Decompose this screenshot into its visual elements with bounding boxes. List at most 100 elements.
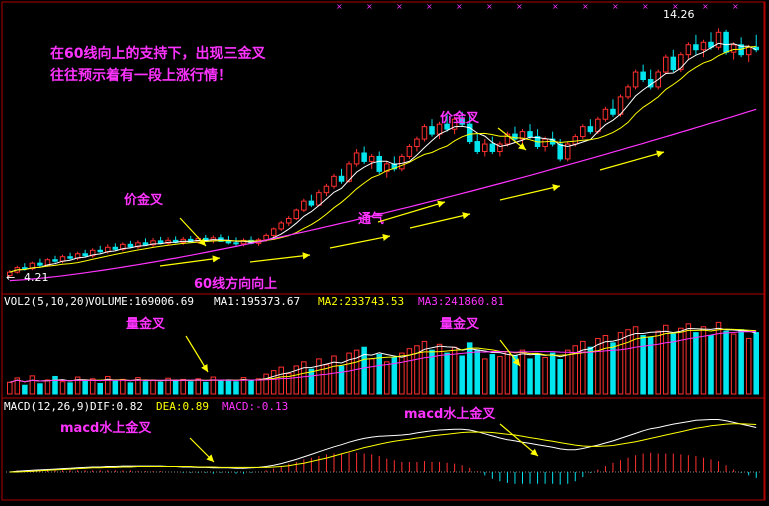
volume-bar: [218, 380, 224, 395]
candle: [444, 114, 450, 132]
volume-bar: [180, 378, 186, 395]
volume-bar: [406, 348, 413, 395]
candle: [142, 238, 149, 246]
candle-body: [127, 243, 134, 248]
candle: [527, 124, 533, 140]
candle-body: [368, 155, 375, 162]
ma60-direction-label: 60线方向向上: [194, 276, 277, 292]
volume-bar: [240, 377, 247, 395]
candle-body: [451, 118, 458, 130]
candle-body: [444, 123, 450, 130]
volume-bar: [572, 345, 579, 395]
volume-bar: [165, 377, 171, 395]
volume-bar: [89, 378, 96, 395]
candle-body: [497, 143, 503, 152]
annotation-arrow: [377, 200, 446, 223]
volume-bar: [527, 358, 533, 395]
top-note-line2: 往往预示着有一段上涨行情！: [50, 67, 232, 84]
macd-pane: [6, 419, 760, 485]
candle: [414, 136, 420, 152]
volume-bar: [195, 378, 202, 395]
candle-body: [331, 175, 337, 187]
candle-body: [7, 271, 13, 277]
volume-bar: [353, 349, 360, 395]
volume-bar: [255, 378, 262, 395]
candle: [678, 52, 684, 73]
volume-bar: [368, 358, 375, 395]
vol-ma1-reading: MA1:195373.67: [214, 295, 300, 308]
volume-bar: [497, 356, 503, 395]
volume-bar: [670, 333, 677, 395]
volume-bar: [693, 332, 699, 395]
candle-body: [723, 31, 729, 53]
volume-bar: [678, 327, 684, 395]
top-note-line1: 在60线向上的支持下，出现三金叉: [50, 45, 266, 62]
volume-bar: [225, 379, 232, 395]
candle-body: [602, 108, 609, 120]
volume-bar: [519, 349, 526, 395]
event-marker: ×: [426, 2, 433, 11]
candle: [580, 124, 586, 140]
candle: [97, 245, 104, 254]
candle: [278, 220, 284, 231]
candle-body: [715, 31, 722, 48]
candle-body: [459, 118, 465, 125]
volume-bar: [316, 358, 322, 395]
volume-bar: [248, 380, 254, 395]
candle-body: [670, 56, 677, 71]
candle: [323, 183, 330, 197]
candle: [670, 49, 677, 73]
candle-body: [504, 133, 511, 145]
volume-ma3-line: [9, 331, 757, 383]
event-marker: ×: [336, 2, 343, 11]
event-marker: ×: [456, 2, 463, 11]
volume-bar: [29, 375, 36, 395]
annotation-arrow: [185, 335, 209, 373]
vol-ma2-reading: MA2:233743.53: [318, 295, 404, 308]
candle: [715, 28, 722, 50]
volume-bar: [172, 380, 179, 395]
volume-bar: [97, 382, 104, 395]
volume-bar: [112, 380, 119, 395]
volume-reading: VOLUME:169006.69: [88, 295, 194, 308]
macd-dif-line: [9, 419, 757, 473]
candle: [82, 249, 88, 258]
event-marker: ×: [612, 2, 619, 11]
volume-bar: [399, 352, 405, 395]
candle: [406, 144, 413, 159]
volume-bar: [482, 358, 488, 395]
volume-bar: [293, 365, 300, 395]
volume-bar: [459, 355, 465, 395]
candle: [150, 237, 156, 247]
macd-cross-label-2: macd水上金叉: [404, 406, 496, 422]
candle: [489, 136, 496, 154]
candle-body: [346, 163, 352, 182]
candle-body: [316, 192, 322, 206]
volume-bar: [708, 335, 714, 395]
candle-body: [29, 262, 36, 270]
candle-body: [482, 143, 488, 152]
candle: [497, 141, 503, 157]
volume-bar: [542, 356, 548, 395]
event-marker: ×: [642, 2, 649, 11]
candle-body: [406, 146, 413, 157]
high-price-label: 14.26: [663, 8, 695, 21]
candle: [293, 208, 300, 220]
candle-body: [527, 131, 533, 138]
candle: [617, 94, 624, 117]
volume-bar: [14, 377, 21, 395]
candle-body: [52, 259, 58, 262]
volume-bar: [444, 352, 450, 395]
candle: [700, 39, 707, 58]
candle-body: [580, 126, 586, 138]
candle-body: [700, 41, 707, 51]
volume-bar: [466, 342, 473, 395]
price-ma10-line: [9, 46, 757, 273]
volume-bar: [37, 383, 43, 395]
volume-bar: [346, 352, 352, 395]
candle: [685, 42, 692, 60]
macd-cross-label-1: macd水上金叉: [60, 420, 152, 436]
candle-body: [361, 152, 367, 162]
volume-bar: [564, 349, 571, 395]
